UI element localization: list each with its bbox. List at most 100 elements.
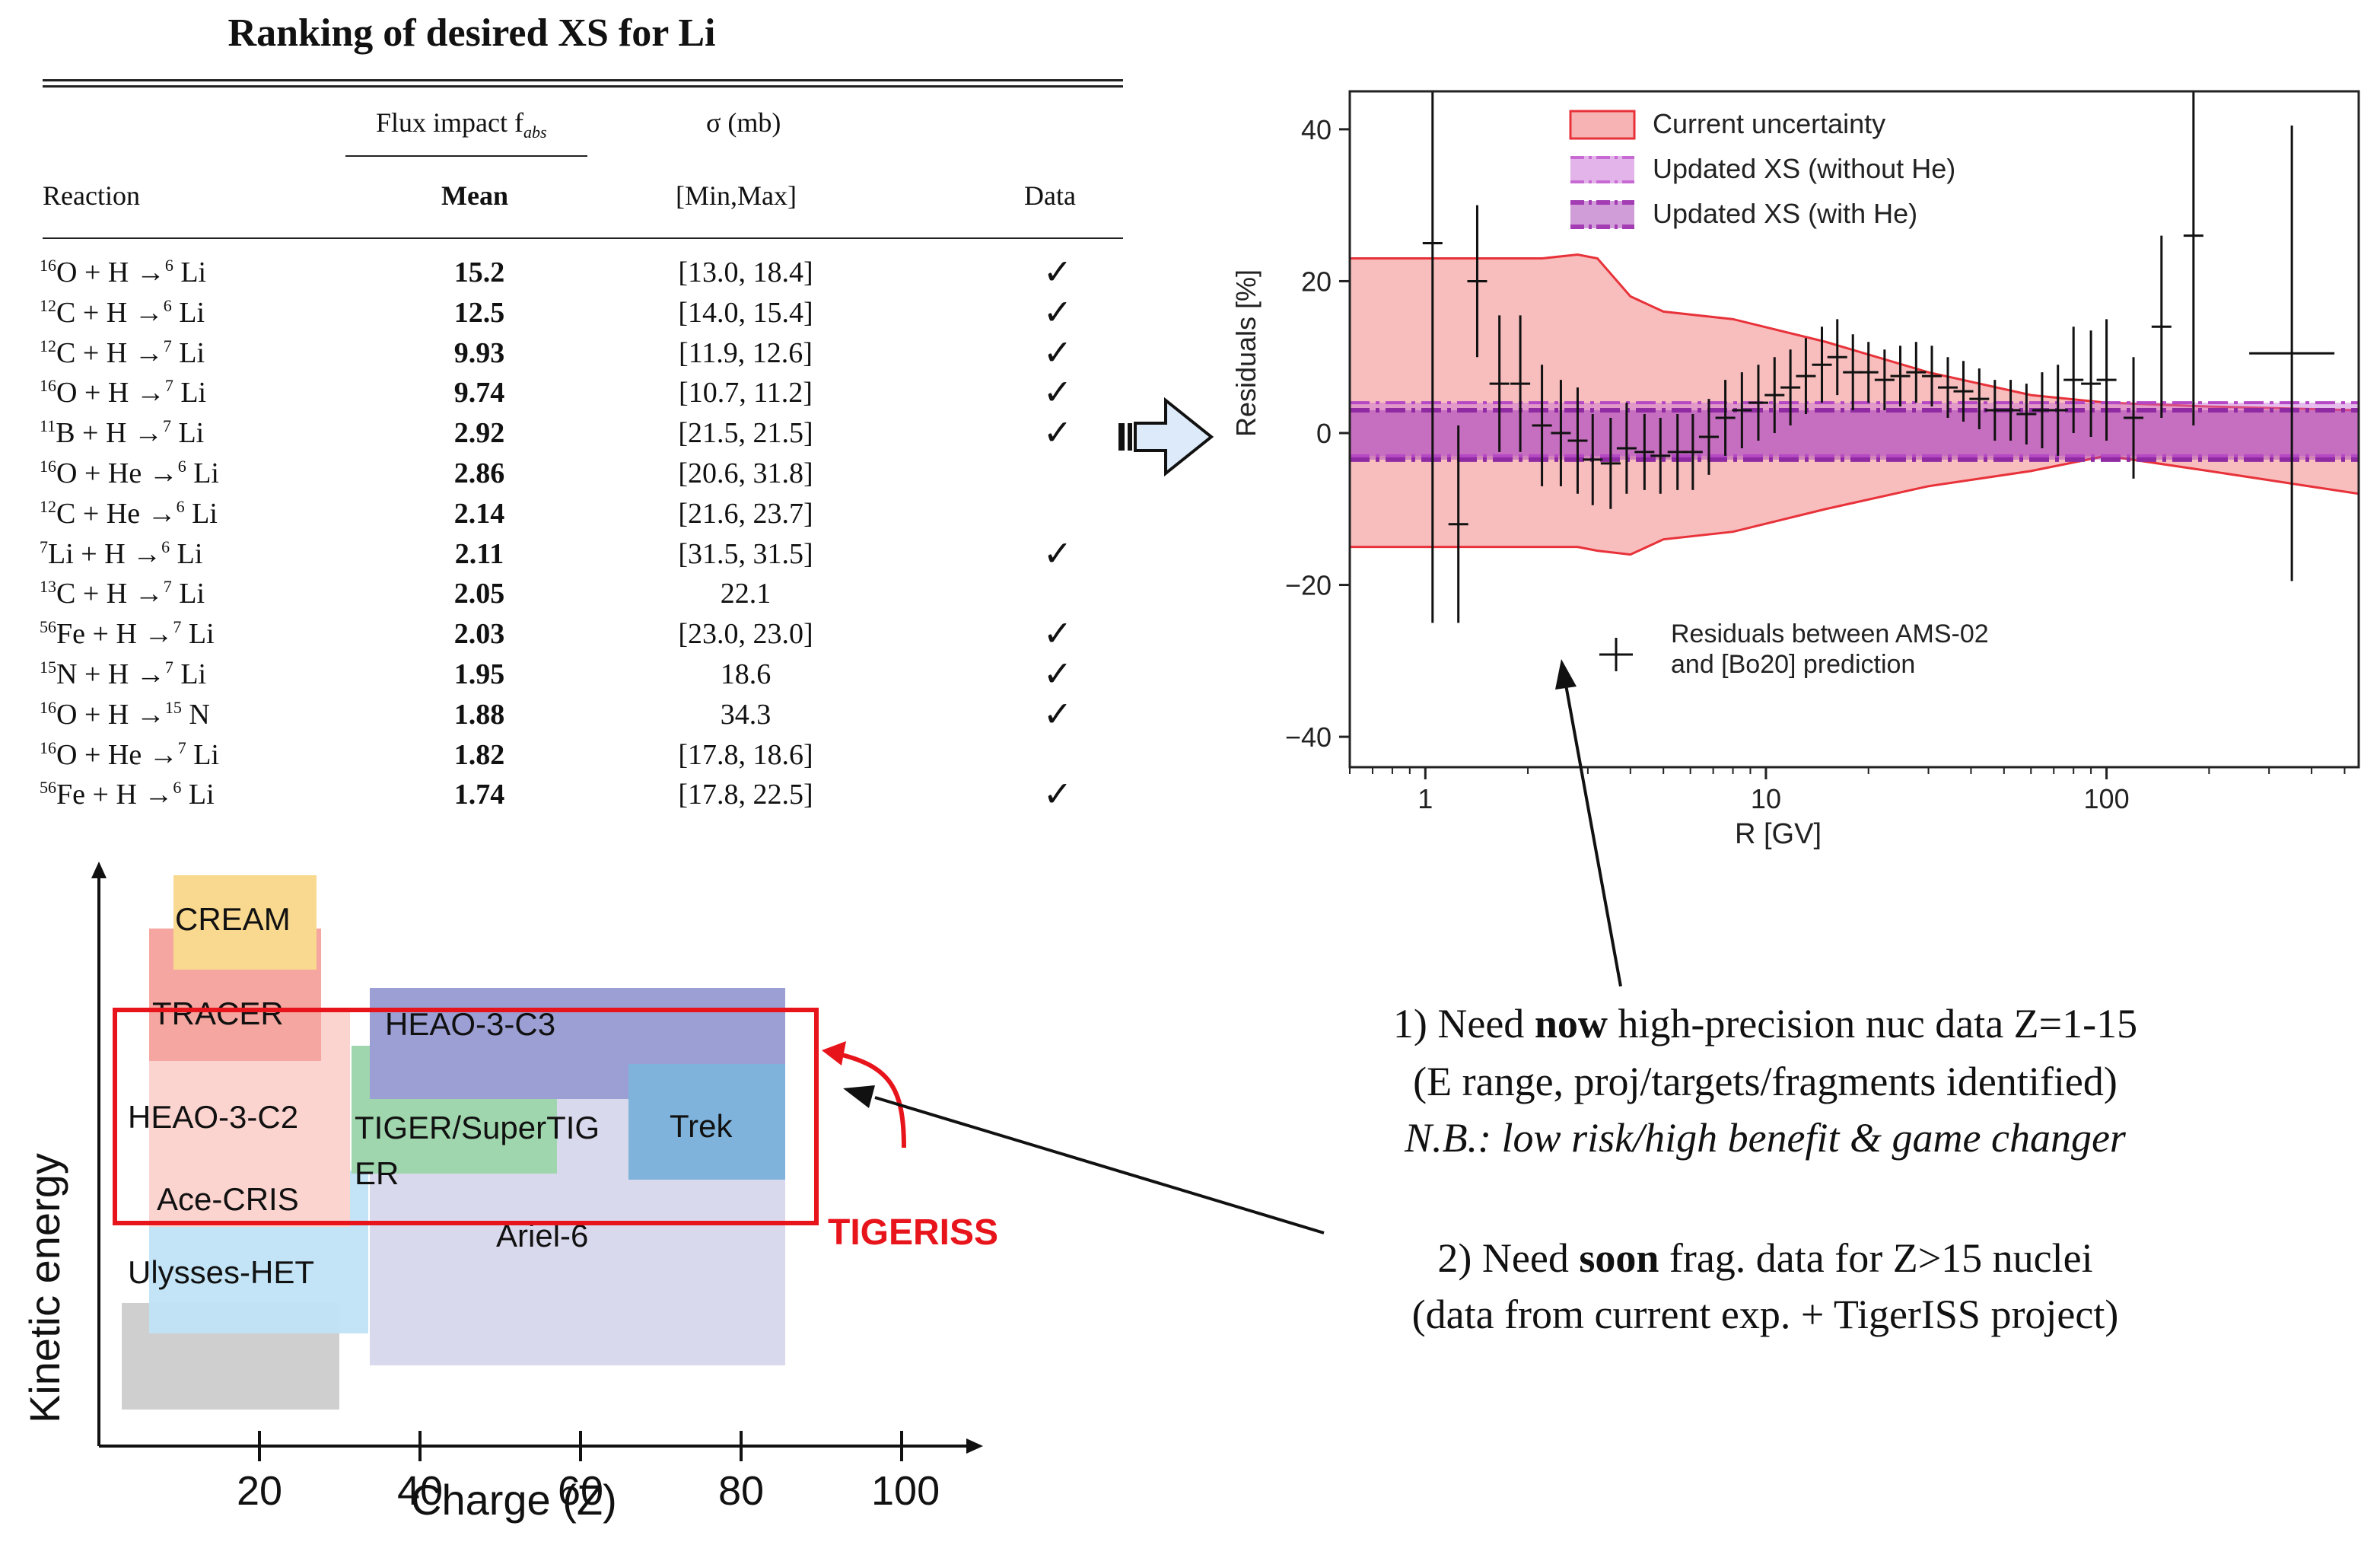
label-ace-cris: Ace-CRIS <box>157 1181 299 1217</box>
annotation-text-line-2: and [Bo20] prediction <box>1671 650 1915 679</box>
table-row-data-check: ✓ <box>1042 534 1073 573</box>
table-row-range: [14.0, 15.4] <box>678 296 813 329</box>
residuals-chart: −40 −20 0 20 40 1 10 100 R [GV] Residuals [%] Cur… <box>1230 90 2360 850</box>
table-row-range: [21.6, 23.7] <box>678 497 813 530</box>
table-row-mean: 1.74 <box>453 779 505 811</box>
header-flux-impact: Flux impact fabs <box>376 107 547 142</box>
experiments-xtick-label: 100 <box>871 1468 940 1514</box>
table-row-range: [11.9, 12.6] <box>679 336 813 369</box>
table-row-reaction: 56Fe + H →6 Li <box>40 778 215 811</box>
table-row-data-check: ✓ <box>1042 413 1073 453</box>
table-row-reaction: 16O + H →15 N <box>40 697 210 731</box>
table-row-mean: 9.93 <box>453 336 505 369</box>
table-row-mean: 9.74 <box>453 377 505 409</box>
table-row-mean: 2.92 <box>453 417 505 450</box>
legend-swatch-updated-xs <box>1570 156 1634 183</box>
table-row-data-check: ✓ <box>1042 373 1073 413</box>
header-mean: Mean <box>441 180 508 211</box>
ytick-label: 20 <box>1301 266 1332 297</box>
table-row-range: [17.8, 18.6] <box>678 738 813 771</box>
table-row-mean: 2.11 <box>454 537 504 570</box>
table-row-range: 18.6 <box>720 658 772 690</box>
residuals-xlabel: R [GV] <box>1735 818 1822 850</box>
table-row-data-check: ✓ <box>1042 333 1073 372</box>
table-row-range: 34.3 <box>720 698 772 731</box>
table-row-reaction: 12C + H →7 Li <box>40 336 205 369</box>
ytick-label: −20 <box>1285 570 1332 601</box>
table-row-data-check: ✓ <box>1042 614 1073 654</box>
table-row-reaction: 16O + H →6 Li <box>40 256 207 288</box>
experiments-xtick-label: 20 <box>236 1468 283 1514</box>
legend-swatch-updated-xs <box>1570 201 1634 228</box>
note-1-line-3: N.B.: low risk/high benefit & game chang… <box>1405 1115 2126 1161</box>
table-row-mean: 12.5 <box>453 296 505 329</box>
annotation-text-line-1: Residuals between AMS-02 <box>1671 620 1989 648</box>
table-row-range: [13.0, 18.4] <box>678 256 813 288</box>
legend-label: Updated XS (without He) <box>1653 153 1955 184</box>
table-row-data-check: ✓ <box>1042 253 1073 291</box>
experiments-xtick-label: 40 <box>396 1468 444 1514</box>
label-cream: CREAM <box>175 901 291 937</box>
updated-xs-with-he-band <box>1350 410 2359 460</box>
label-ulysses-het: Ulysses-HET <box>128 1254 315 1290</box>
table-row-mean: 15.2 <box>453 256 505 288</box>
block-arrow-icon <box>1118 397 1214 477</box>
table-row-mean: 2.05 <box>453 578 505 610</box>
table-row-range: [23.0, 23.0] <box>678 618 813 651</box>
legend-label: Updated XS (with He) <box>1653 198 1917 229</box>
table-row-data-check: ✓ <box>1042 775 1073 814</box>
table-row-mean: 1.95 <box>453 658 505 690</box>
experiments-xlabel: Charge (Z) <box>411 1476 617 1524</box>
label-tracer: TRACER <box>152 995 284 1031</box>
legend-swatch-current-uncertainty <box>1569 110 1636 140</box>
xtick-label: 1 <box>1418 783 1433 814</box>
experiments-ylabel: Kinetic energy <box>21 1153 68 1423</box>
table-row-reaction: 11B + H →7 Li <box>40 416 205 450</box>
table-row-reaction: 12C + He →6 Li <box>40 496 218 530</box>
table-row-reaction: 13C + H →7 Li <box>40 577 205 610</box>
header-sigma: σ (mb) <box>706 107 781 138</box>
table-row-data-check: ✓ <box>1042 694 1073 734</box>
experiments-plot: CREAM TRACER HEAO-3-C3 HEAO-3-C2 TIGER/S… <box>0 860 1065 1545</box>
plot-frame <box>1348 90 2360 769</box>
note-1-line-1: 1) Need now high-precision nuc data Z=1-… <box>1392 1001 2138 1046</box>
residuals-ylabel: Residuals [%] <box>1230 269 1262 437</box>
note-1-line-2: (E range, proj/targets/fragments identif… <box>1413 1059 2118 1104</box>
current-uncertainty-band <box>1350 254 2359 555</box>
experiments-axes <box>91 862 983 1461</box>
table-row-reaction: 12C + H →6 Li <box>40 295 205 329</box>
table-row-range: [31.5, 31.5] <box>678 537 813 570</box>
label-trek: Trek <box>670 1108 733 1144</box>
table-row-mean: 1.88 <box>453 698 505 731</box>
table-row-reaction: 7Li + H →6 Li <box>40 537 203 570</box>
tigeriss-highlight-box <box>113 1008 819 1225</box>
table-row-reaction: 16O + He →7 Li <box>40 737 219 771</box>
header-reaction: Reaction <box>43 180 140 211</box>
table-row-mean: 2.14 <box>453 497 505 530</box>
label-tiger-supertiger: TIGER/SuperTIG ER <box>355 1110 600 1191</box>
experiments-xtick-label: 80 <box>718 1468 765 1514</box>
table-row-range: 22.1 <box>720 578 772 610</box>
table-row-reaction: 56Fe + H →7 Li <box>40 617 215 651</box>
table-row-range: [10.7, 11.2] <box>679 377 813 409</box>
ytick-label: −40 <box>1285 722 1332 753</box>
ytick-label: 40 <box>1301 114 1332 145</box>
box-trek <box>628 1064 785 1180</box>
legend-label: Current uncertainty <box>1653 108 1885 139</box>
table-row-mean: 1.82 <box>453 738 505 771</box>
note-2-line-2: (data from current exp. + TigerISS proje… <box>1411 1292 2119 1337</box>
ytick-label: 0 <box>1316 418 1332 449</box>
label-heao-3-c2: HEAO-3-C2 <box>128 1099 299 1135</box>
table-row-reaction: 15N + H →7 Li <box>40 658 207 690</box>
table-title: Ranking of desired XS for Li <box>228 11 716 55</box>
table-row-mean: 2.03 <box>453 618 505 651</box>
table-top-rule <box>43 79 1123 81</box>
table-row-reaction: 16O + He →6 Li <box>40 457 219 489</box>
table-row-range: [20.6, 31.8] <box>678 457 813 489</box>
table-row-range: [17.8, 22.5] <box>678 779 813 811</box>
header-bottom-rule <box>43 237 1123 239</box>
table-row-reaction: 16O + H →7 Li <box>40 376 207 409</box>
experiments-xtick-label: 60 <box>557 1468 604 1514</box>
note-2-line-1: 2) Need soon frag. data for Z>15 nuclei <box>1437 1235 2093 1281</box>
xtick-label: 100 <box>2084 783 2130 814</box>
